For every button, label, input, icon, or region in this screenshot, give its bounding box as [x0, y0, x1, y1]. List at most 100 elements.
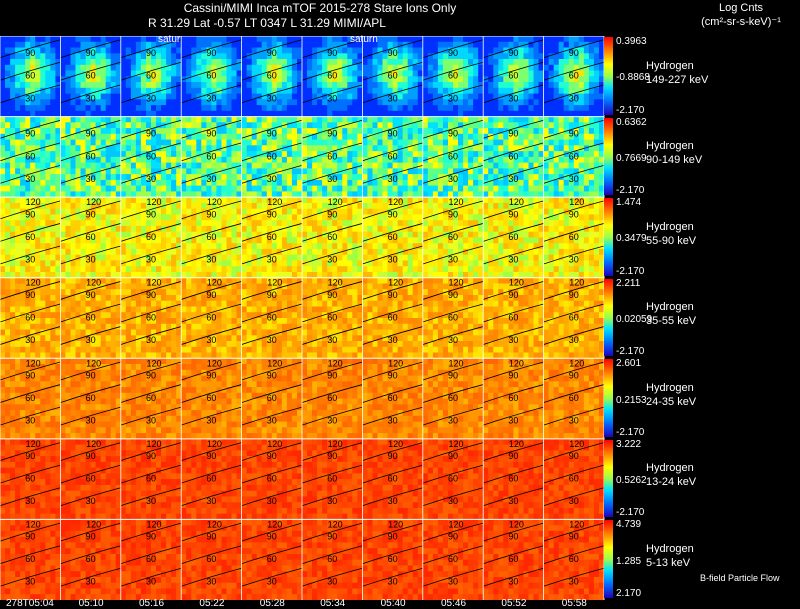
pixel-cell [70, 139, 76, 146]
pixel-cell [317, 59, 323, 66]
pixel-cell [266, 133, 273, 140]
contour-line [483, 119, 544, 139]
pixel-cell [437, 87, 444, 94]
pixel-cell [513, 128, 519, 135]
pixel-cell [458, 99, 464, 106]
pixel-cell [176, 174, 182, 181]
pixel-cell [498, 208, 504, 215]
pixel-cell [382, 64, 388, 71]
pixel-cell [256, 220, 263, 227]
pixel-cell [236, 231, 242, 238]
pixel-cell [568, 87, 575, 94]
pixel-cell [191, 59, 197, 66]
pixel-cell [593, 70, 600, 77]
pixel-cell [191, 191, 197, 198]
pixel-cell [307, 179, 313, 187]
pixel-cell [583, 53, 590, 60]
pixel-cell [140, 248, 147, 256]
pixel-cell [125, 70, 132, 77]
pixel-cell [538, 174, 544, 181]
pixel-cell [377, 41, 383, 48]
pixel-cell [90, 202, 96, 210]
pixel-cell [25, 82, 31, 89]
pixel-cell [15, 145, 21, 152]
pixel-cell [20, 151, 26, 158]
pixel-cell [206, 248, 212, 256]
pixel-cell [236, 139, 242, 146]
contour-label: 90 [25, 209, 35, 219]
pixel-cell [402, 76, 409, 83]
pixel-cell [337, 231, 343, 238]
pixel-cell [20, 191, 26, 198]
pixel-cell [362, 248, 368, 256]
pixel-cell [453, 110, 459, 117]
pixel-cell [146, 185, 152, 192]
pixel-cell [281, 133, 288, 140]
pixel-cell [307, 248, 313, 256]
pixel-cell [5, 110, 11, 117]
pixel-cell [50, 70, 56, 77]
pixel-cell [236, 266, 242, 273]
contour-label: 30 [86, 93, 96, 103]
pixel-cell [161, 82, 167, 89]
pixel-cell [332, 162, 338, 169]
pixel-cell [538, 179, 544, 187]
pixel-cell [367, 231, 373, 238]
pixel-cell [85, 76, 91, 83]
pixel-cell [448, 110, 454, 117]
pixel-cell [231, 145, 237, 152]
pixel-cell [226, 197, 232, 204]
pixel-cell [15, 272, 21, 279]
pixel-cell [402, 248, 409, 256]
pixel-cell [271, 87, 278, 94]
pixel-cell [588, 179, 595, 187]
pixel-cell [166, 174, 172, 181]
pixel-cell [251, 243, 258, 250]
pixel-cell [432, 139, 439, 146]
pixel-cell [493, 36, 499, 43]
pixel-cell [553, 139, 560, 146]
pixel-cell [60, 99, 66, 106]
pixel-cell [176, 231, 182, 238]
pixel-cell [266, 191, 273, 198]
pixel-cell [291, 47, 298, 54]
pixel-cell [5, 168, 11, 175]
pixel-cell [407, 208, 414, 215]
pixel-cell [35, 191, 41, 198]
pixel-cell [563, 122, 570, 129]
pixel-cell [518, 151, 524, 158]
pixel-cell [417, 191, 424, 198]
pixel-cell [458, 174, 464, 181]
pixel-cell [357, 208, 363, 215]
pixel-cell [291, 174, 298, 181]
pixel-cell [327, 208, 333, 215]
pixel-cell [508, 237, 514, 244]
pixel-cell [266, 76, 273, 83]
pixel-cell [90, 254, 96, 261]
pixel-cell [140, 122, 147, 129]
pixel-cell [80, 151, 86, 158]
pixel-cell [402, 179, 409, 187]
pixel-cell [407, 99, 414, 106]
pixel-cell [412, 220, 419, 227]
pixel-cell [146, 105, 152, 112]
pixel-cell [60, 87, 66, 94]
plot-title: Cassini/MIMI Inca mTOF 2015-278 Stare Io… [183, 1, 457, 15]
pixel-cell [65, 116, 71, 123]
pixel-cell [146, 225, 152, 233]
pixel-cell [231, 237, 237, 244]
pixel-cell [231, 76, 237, 83]
pixel-cell [473, 174, 479, 181]
pixel-cell [387, 76, 393, 83]
pixel-cell [120, 162, 127, 169]
pixel-cell [20, 248, 26, 256]
pixel-cell [221, 156, 227, 164]
contour-label: 60 [146, 71, 156, 81]
pixel-cell [291, 220, 298, 227]
pixel-cell [161, 105, 167, 112]
pixel-cell [498, 99, 504, 106]
pixel-cell [488, 197, 494, 204]
pixel-cell [80, 202, 86, 210]
contour-line [422, 39, 484, 59]
pixel-cell [503, 272, 509, 279]
